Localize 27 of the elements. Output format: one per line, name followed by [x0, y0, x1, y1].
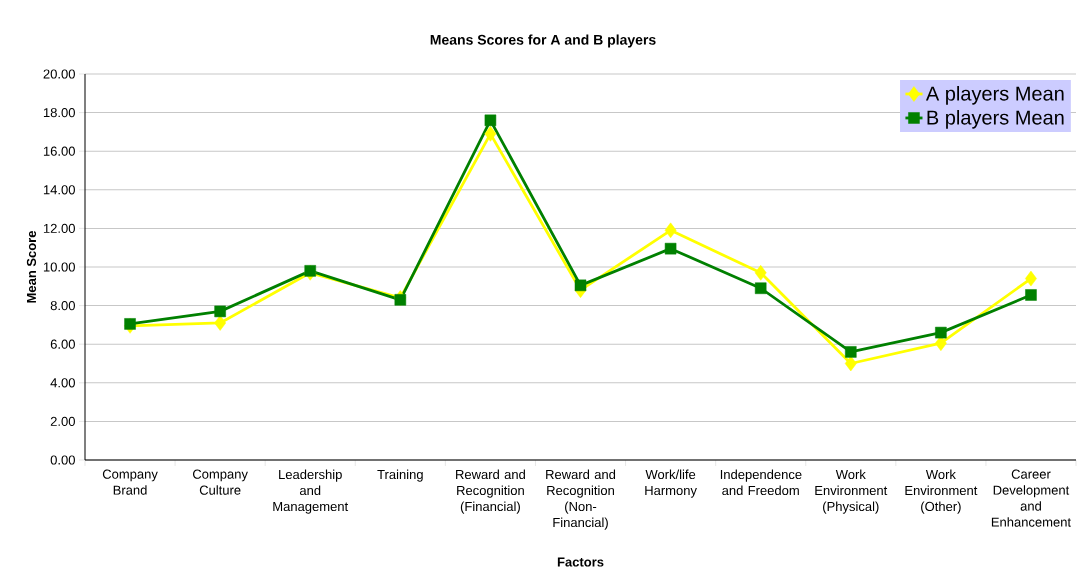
legend-label: A players Mean [925, 85, 1064, 105]
x-tick-label: Independence and Freedom [720, 469, 802, 496]
y-tick-label: 14.00 [43, 185, 75, 195]
x-tick-label: Reward and Recognition (Non-Financial) [546, 469, 616, 530]
legend-label: B players Mean [927, 109, 1064, 129]
y-axis-title: Mean Score [26, 230, 37, 303]
y-tick-label: 0.00 [50, 455, 75, 465]
chart-title: Means Scores for A and B players [430, 34, 656, 48]
x-tick-label: Work/life Harmony [645, 469, 697, 498]
x-tick-label: Work Environment (Other) [905, 469, 978, 514]
y-tick-label: 16.00 [43, 146, 75, 156]
y-tick-label: 4.00 [50, 378, 75, 388]
x-tick-label: Work Environment (Physical) [815, 469, 888, 514]
y-tick-label: 20.00 [43, 69, 75, 79]
x-tick-label: Leadership and Management [273, 469, 349, 514]
x-tick-label: Career Development and Enhancement [991, 469, 1071, 527]
x-tick-label: Company Brand [102, 469, 158, 495]
y-tick-label: 6.00 [50, 339, 75, 349]
x-axis-title: Factors [557, 557, 604, 567]
x-tick-label: Training [377, 469, 423, 482]
y-tick-label: 2.00 [50, 416, 75, 426]
x-tick-label: Company Culture [192, 469, 248, 495]
y-tick-label: 8.00 [50, 300, 75, 311]
y-tick-label: 10.00 [43, 262, 75, 272]
x-tick-label: Reward and Recognition (Financial) [456, 469, 525, 514]
y-tick-label: 12.00 [43, 223, 75, 233]
y-tick-label: 18.00 [43, 107, 75, 118]
